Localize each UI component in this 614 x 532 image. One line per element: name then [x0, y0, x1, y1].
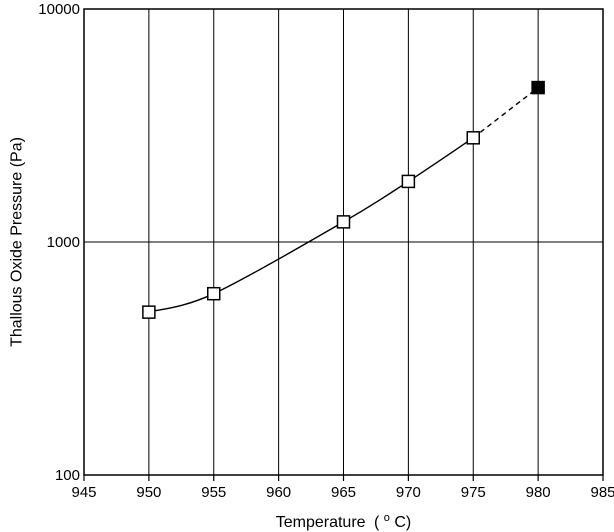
x-tick-label: 950 [136, 484, 161, 501]
x-axis-unit-close: C) [394, 514, 411, 531]
data-point [466, 131, 480, 145]
data-point [207, 286, 221, 301]
series-line-1 [148, 137, 474, 313]
data-point-filled [531, 80, 545, 95]
x-tick-label: 970 [396, 484, 421, 501]
y-tick-labels: 100 1000 10000 [38, 1, 80, 484]
x-axis-unit-open: ( [374, 514, 380, 531]
plot-frame [83, 8, 604, 476]
gridlines [83, 8, 604, 481]
x-tick-labels: 945 950 955 960 965 970 975 980 985 [71, 484, 614, 501]
y-tick-label: 100 [55, 467, 80, 484]
x-tick-label: 985 [590, 484, 614, 501]
y-tick-label: 1000 [47, 234, 80, 251]
data-point [401, 174, 416, 189]
x-tick-label: 980 [526, 484, 551, 501]
x-axis-unit-sup: o [384, 512, 390, 524]
data-point [142, 305, 156, 319]
x-tick-label: 965 [331, 484, 356, 501]
y-tick-label: 10000 [38, 1, 80, 18]
x-axis-title-text: Temperature [276, 514, 366, 531]
x-tick-label: 960 [266, 484, 291, 501]
y-axis-title: Thallous Oxide Pressure (Pa) [9, 137, 26, 347]
x-axis-title: Temperature ( o C) [276, 508, 412, 531]
series-line-2 [472, 87, 539, 139]
series-markers [142, 80, 545, 319]
x-tick-label: 955 [201, 484, 226, 501]
x-tick-label: 975 [461, 484, 486, 501]
data-point [336, 215, 351, 229]
x-tick-label: 945 [71, 484, 96, 501]
